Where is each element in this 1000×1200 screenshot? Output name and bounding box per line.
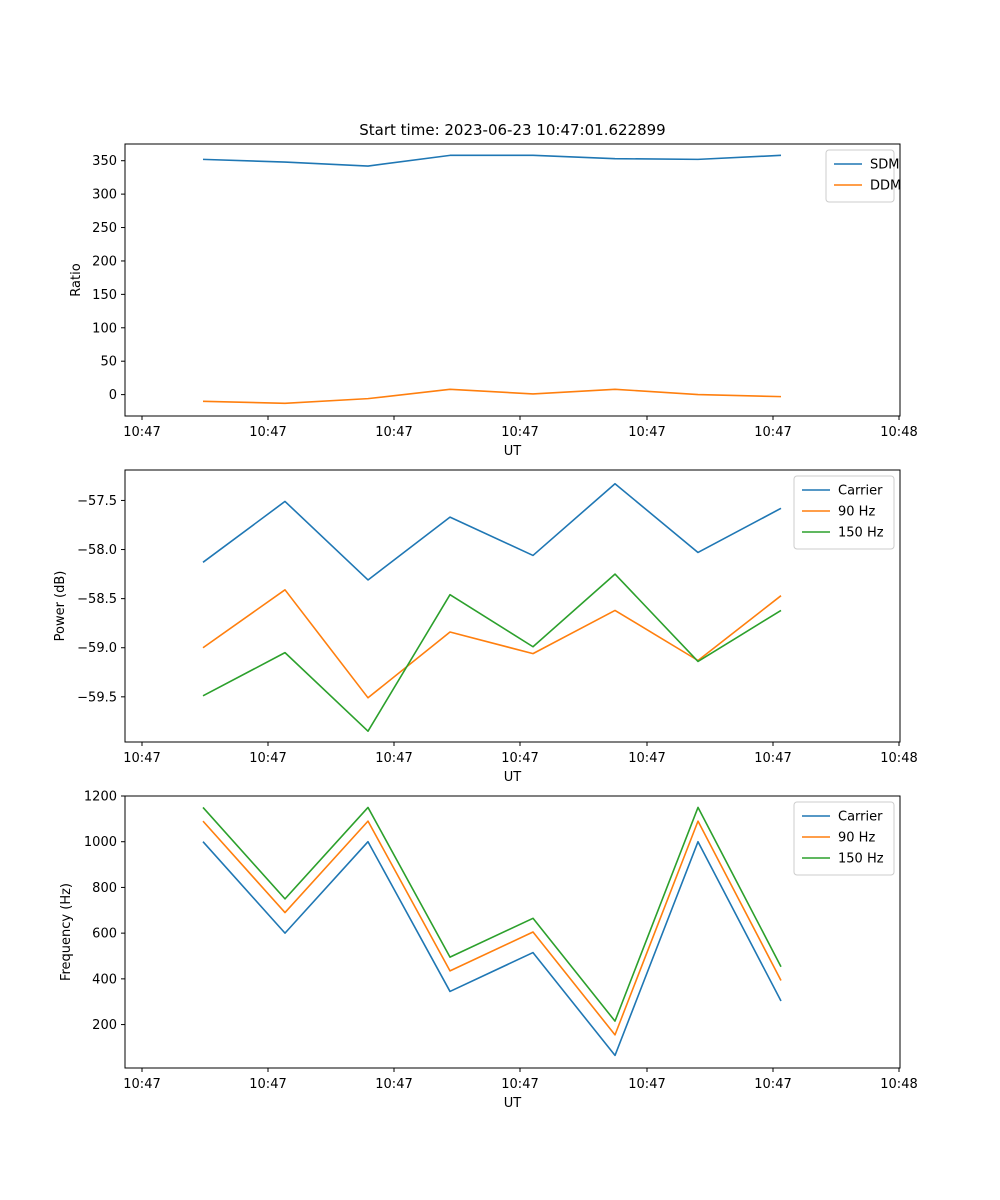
y-axis-label-2: Power (dB) <box>53 571 68 642</box>
series-line-1-sdm <box>202 154 782 167</box>
legend-label-3-0: Carrier <box>838 810 883 825</box>
x-tick-label-1-4: 10:47 <box>628 425 665 440</box>
y-tick-label-2-0: −59.5 <box>77 690 117 705</box>
x-tick-label-1-0: 10:47 <box>123 425 160 440</box>
chart-title: Start time: 2023-06-23 10:47:01.622899 <box>359 121 665 139</box>
y-tick-label-3-4: 1000 <box>84 835 117 850</box>
legend-label-2-2: 150 Hz <box>838 526 884 541</box>
x-tick-label-1-1: 10:47 <box>249 425 286 440</box>
x-axis-label-1: UT <box>504 444 522 459</box>
legend-2 <box>793 475 895 550</box>
plot-frame-3 <box>124 795 901 1069</box>
x-tick-label-2-1: 10:47 <box>249 751 286 766</box>
x-tick-label-2-3: 10:47 <box>501 751 538 766</box>
series-line-2-150-hz <box>202 573 782 733</box>
legend-3 <box>793 801 895 876</box>
y-tick-label-1-1: 50 <box>100 355 117 370</box>
legend-label-3-2: 150 Hz <box>838 852 884 867</box>
y-tick-label-3-3: 800 <box>92 881 117 896</box>
y-tick-label-3-2: 600 <box>92 927 117 942</box>
y-tick-label-2-4: −57.5 <box>77 494 117 509</box>
y-tick-label-1-4: 200 <box>92 254 117 269</box>
y-tick-label-1-0: 0 <box>109 388 117 403</box>
plot-frame-2 <box>124 469 901 743</box>
x-tick-label-3-5: 10:47 <box>754 1077 791 1092</box>
legend-label-2-0: Carrier <box>838 484 883 499</box>
x-tick-label-3-0: 10:47 <box>123 1077 160 1092</box>
x-tick-label-2-2: 10:47 <box>375 751 412 766</box>
y-axis-label-3: Frequency (Hz) <box>59 883 74 981</box>
y-tick-label-2-2: −58.5 <box>77 592 117 607</box>
x-tick-label-2-6: 10:48 <box>880 751 917 766</box>
y-tick-label-1-3: 150 <box>92 288 117 303</box>
y-tick-label-3-0: 200 <box>92 1018 117 1033</box>
y-axis-label-1: Ratio <box>69 263 84 296</box>
x-tick-label-3-6: 10:48 <box>880 1077 917 1092</box>
x-tick-label-2-0: 10:47 <box>123 751 160 766</box>
x-tick-label-1-3: 10:47 <box>501 425 538 440</box>
x-tick-label-3-4: 10:47 <box>628 1077 665 1092</box>
x-tick-label-3-2: 10:47 <box>375 1077 412 1092</box>
series-line-3-carrier <box>202 840 782 1057</box>
y-tick-label-2-3: −58.0 <box>77 543 117 558</box>
legend-label-1-0: SDM <box>870 158 899 173</box>
y-tick-label-3-1: 400 <box>92 972 117 987</box>
series-line-1-ddm <box>202 388 782 405</box>
legend-label-2-1: 90 Hz <box>838 505 875 520</box>
x-axis-label-2: UT <box>504 770 522 785</box>
series-line-2-90-hz <box>202 588 782 699</box>
x-tick-label-3-1: 10:47 <box>249 1077 286 1092</box>
x-tick-label-1-5: 10:47 <box>754 425 791 440</box>
x-axis-label-3: UT <box>504 1096 522 1111</box>
x-tick-label-2-5: 10:47 <box>754 751 791 766</box>
x-tick-label-3-3: 10:47 <box>501 1077 538 1092</box>
legend-label-1-1: DDM <box>870 179 901 194</box>
y-tick-label-1-7: 350 <box>92 154 117 169</box>
y-tick-label-1-2: 100 <box>92 321 117 336</box>
series-line-3-90-hz <box>202 820 782 1036</box>
y-tick-label-1-6: 300 <box>92 188 117 203</box>
x-tick-label-1-2: 10:47 <box>375 425 412 440</box>
plot-frame-1 <box>124 143 901 417</box>
y-tick-label-1-5: 250 <box>92 221 117 236</box>
x-tick-label-1-6: 10:48 <box>880 425 917 440</box>
legend-label-3-1: 90 Hz <box>838 831 875 846</box>
y-tick-label-3-5: 1200 <box>84 790 117 805</box>
y-tick-label-2-1: −59.0 <box>77 641 117 656</box>
legend-1 <box>825 149 895 203</box>
series-line-3-150-hz <box>202 806 782 1022</box>
series-line-2-carrier <box>202 482 782 581</box>
x-tick-label-2-4: 10:47 <box>628 751 665 766</box>
